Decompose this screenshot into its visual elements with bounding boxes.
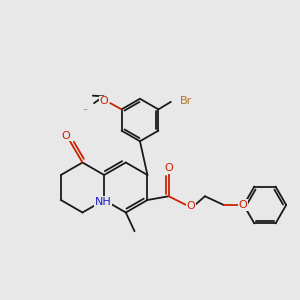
Text: NH: NH xyxy=(94,197,111,207)
Text: O: O xyxy=(239,200,248,210)
Text: O: O xyxy=(164,163,173,173)
Text: O: O xyxy=(186,201,195,211)
Text: O: O xyxy=(62,131,70,141)
Text: O: O xyxy=(99,96,108,106)
Text: methyl: methyl xyxy=(84,109,88,110)
Text: Br: Br xyxy=(180,96,192,106)
